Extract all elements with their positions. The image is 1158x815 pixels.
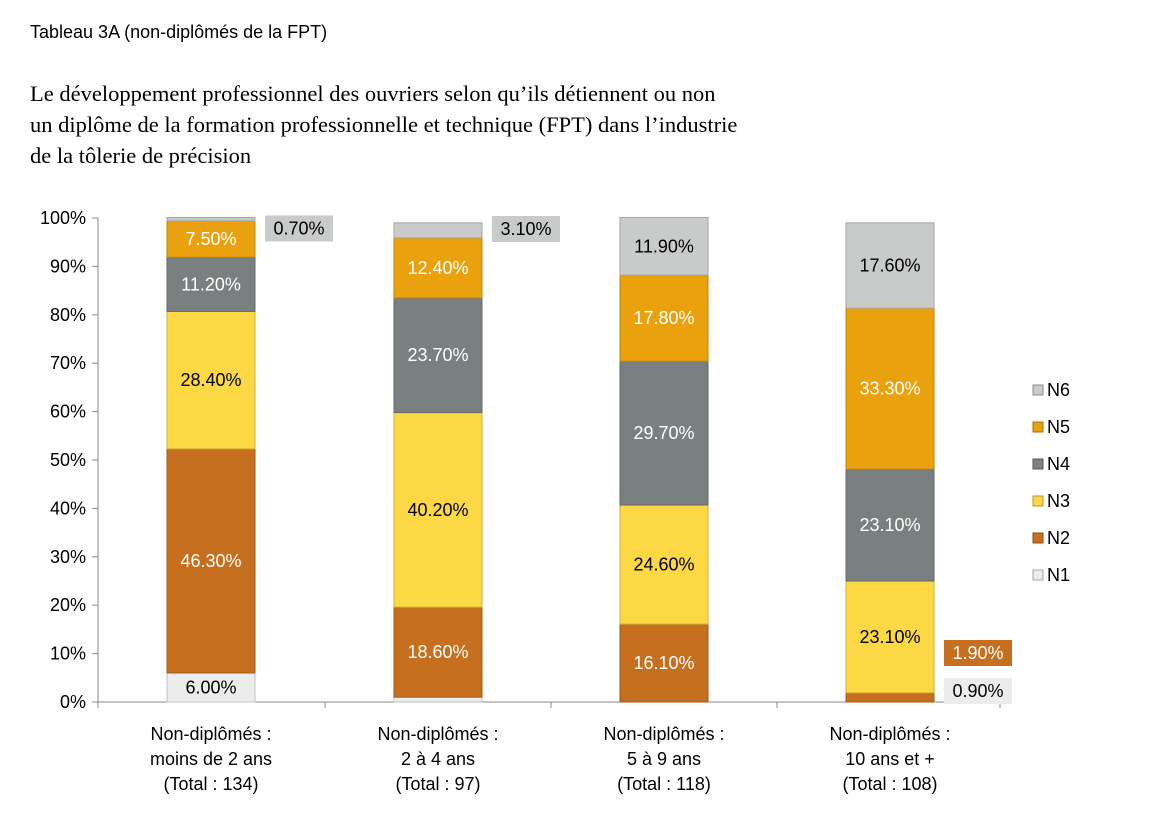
chart-title-line-1: Le développement professionnel des ouvri… xyxy=(30,81,716,106)
x-category-label: Non-diplômés : 10 ans et + (Total : 108) xyxy=(780,722,1000,797)
data-label-n2: 18.60% xyxy=(407,642,468,662)
data-label-n6: 17.60% xyxy=(859,255,920,275)
data-label-n2: 1.90% xyxy=(952,643,1003,663)
x-category-label-line: 10 ans et + xyxy=(845,749,935,769)
x-category-label: Non-diplômés : moins de 2 ans (Total : 134… xyxy=(101,722,321,797)
bar-segment-n3 xyxy=(393,412,483,608)
x-category-label-line: Non-diplômés : xyxy=(829,724,951,744)
chart-title: Le développement professionnel des ouvri… xyxy=(30,78,1010,171)
x-category-label-line: (Total : 118) xyxy=(617,774,711,794)
data-label-n4: 23.70% xyxy=(407,345,468,365)
bar-segment-n5 xyxy=(166,220,256,258)
x-category-label-line: Non-diplômés : xyxy=(603,724,725,744)
x-category-label-line: Non-diplômés : xyxy=(377,724,499,744)
data-label-n3: 23.10% xyxy=(859,627,920,647)
bar-segment-n1 xyxy=(166,672,256,703)
bar-segment-n6 xyxy=(845,222,935,309)
chart-title-line-2: un diplôme de la formation professionnel… xyxy=(30,112,738,137)
data-label-n5: 7.50% xyxy=(185,229,236,249)
data-label-n4: 29.70% xyxy=(633,423,694,443)
legend-swatch-n5 xyxy=(1032,421,1044,433)
bar-segment-n4 xyxy=(166,256,256,312)
y-tick-label: 30% xyxy=(50,547,86,567)
bar-segment-n6 xyxy=(619,217,709,276)
data-label-n6: 11.90% xyxy=(634,236,694,256)
bar-segment-n6 xyxy=(166,217,256,222)
y-tick-label: 80% xyxy=(50,305,86,325)
data-label-n1: 0.90% xyxy=(952,681,1003,701)
y-tick-label: 90% xyxy=(50,256,86,276)
y-tick-label: 50% xyxy=(50,450,86,470)
bar-segment-n2 xyxy=(393,606,483,698)
bar-segment-n5 xyxy=(845,307,935,470)
callout-box xyxy=(492,216,560,242)
y-tick-label: 10% xyxy=(50,644,86,664)
data-label-n3: 24.60% xyxy=(633,555,694,575)
legend-swatch-n1 xyxy=(1032,569,1044,581)
data-label-n1: 6.00% xyxy=(185,677,236,697)
chart-title-line-3: de la tôlerie de précision xyxy=(30,143,252,168)
x-category-label-line: 5 à 9 ans xyxy=(626,749,702,769)
data-label-n5: 12.40% xyxy=(407,258,468,278)
x-category-label: Non-diplômés : 2 à 4 ans (Total : 97) xyxy=(328,722,548,797)
bar-segment-n5 xyxy=(619,274,709,362)
bar-segment-n2 xyxy=(619,623,709,703)
y-tick-label: 60% xyxy=(50,402,86,422)
data-label-n6: 0.70% xyxy=(273,219,324,239)
x-category-label-line: Non-diplômés : xyxy=(150,724,272,744)
legend-label-n2: N2 xyxy=(1047,528,1070,548)
legend-swatch-n2 xyxy=(1032,532,1044,544)
bar-segment-n4 xyxy=(619,360,709,506)
x-category-label-line: (Total : 134) xyxy=(163,774,259,794)
data-label-n2: 46.30% xyxy=(180,551,241,571)
y-tick-label: 40% xyxy=(50,498,86,518)
legend-label-n5: N5 xyxy=(1047,417,1070,437)
bar-segment-n3 xyxy=(619,504,709,625)
bar-segment-n2 xyxy=(845,692,935,703)
y-tick-label: 0% xyxy=(60,692,86,712)
callout-box xyxy=(944,640,1012,666)
x-category-label: Non-diplômés : 5 à 9 ans (Total : 118) xyxy=(554,722,774,797)
legend-swatch-n6 xyxy=(1032,384,1044,396)
legend-label-n4: N4 xyxy=(1047,454,1070,474)
legend-label-n1: N1 xyxy=(1047,565,1070,585)
x-category-label-line: 2 à 4 ans xyxy=(400,749,476,769)
legend-label-n6: N6 xyxy=(1047,380,1070,400)
x-category-label-line: (Total : 97) xyxy=(395,774,481,794)
legend-swatch-n3 xyxy=(1032,495,1044,507)
data-label-n6: 3.10% xyxy=(500,219,551,239)
data-label-n4: 11.20% xyxy=(181,274,241,294)
callout-box xyxy=(265,215,333,242)
x-category-label-line: (Total : 108) xyxy=(842,774,938,794)
y-tick-label: 70% xyxy=(50,353,86,373)
bar-segment-n3 xyxy=(166,310,256,450)
table-subtitle: Tableau 3A (non-diplômés de la FPT) xyxy=(30,22,328,42)
x-category-label-line: moins de 2 ans xyxy=(149,749,273,769)
legend-label-n3: N3 xyxy=(1047,491,1070,511)
data-label-n2: 16.10% xyxy=(633,653,694,673)
callout-box xyxy=(944,678,1012,704)
data-label-n5: 33.30% xyxy=(859,379,920,399)
y-tick-label: 100% xyxy=(40,208,86,228)
data-label-n4: 23.10% xyxy=(859,515,920,535)
data-label-n3: 28.40% xyxy=(180,370,241,390)
bar-segment-n4 xyxy=(393,297,483,414)
bar-segment-n2 xyxy=(166,448,256,674)
data-label-n5: 17.80% xyxy=(633,308,694,328)
bar-segment-n1 xyxy=(393,696,483,703)
y-tick-label: 20% xyxy=(50,595,86,615)
bar-segment-n3 xyxy=(845,580,935,694)
data-label-n3: 40.20% xyxy=(407,500,468,520)
bar-segment-n6 xyxy=(393,222,483,239)
legend-swatch-n4 xyxy=(1032,458,1044,470)
